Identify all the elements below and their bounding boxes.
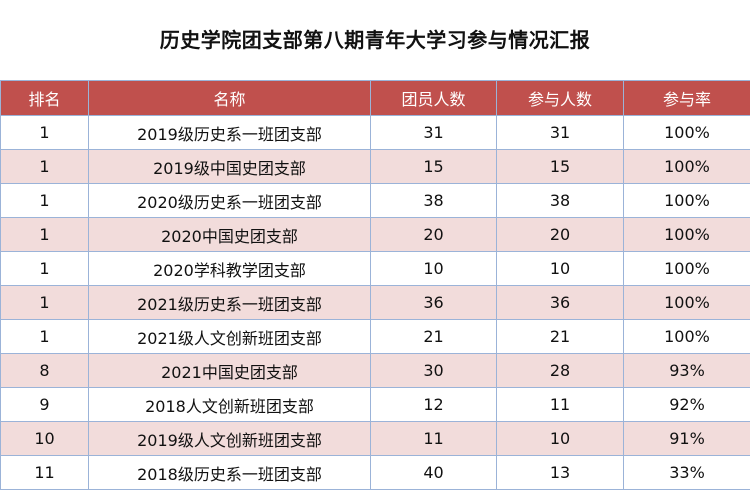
cell-name: 2021级历史系一班团支部 [89,286,371,320]
cell-rank: 8 [1,354,89,388]
cell-members: 20 [371,218,497,252]
cell-members: 40 [371,456,497,490]
cell-rate: 93% [624,354,750,388]
cell-rank: 11 [1,456,89,490]
cell-rate: 100% [624,286,750,320]
cell-participants: 15 [497,150,624,184]
cell-name: 2018人文创新班团支部 [89,388,371,422]
cell-name: 2019级中国史团支部 [89,150,371,184]
cell-participants: 10 [497,422,624,456]
cell-rank: 1 [1,286,89,320]
cell-rank: 1 [1,320,89,354]
header-members: 团员人数 [371,81,497,116]
header-participants: 参与人数 [497,81,624,116]
cell-rate: 100% [624,320,750,354]
cell-members: 38 [371,184,497,218]
cell-rank: 1 [1,116,89,150]
cell-name: 2020级历史系一班团支部 [89,184,371,218]
cell-members: 30 [371,354,497,388]
cell-members: 31 [371,116,497,150]
cell-participants: 11 [497,388,624,422]
cell-participants: 28 [497,354,624,388]
cell-rank: 1 [1,150,89,184]
cell-rate: 100% [624,116,750,150]
cell-rank: 1 [1,218,89,252]
cell-participants: 36 [497,286,624,320]
cell-participants: 31 [497,116,624,150]
report-title: 历史学院团支部第八期青年大学习参与情况汇报 [0,0,750,80]
cell-members: 12 [371,388,497,422]
cell-rank: 10 [1,422,89,456]
cell-members: 10 [371,252,497,286]
cell-name: 2019级历史系一班团支部 [89,116,371,150]
cell-rate: 100% [624,218,750,252]
cell-members: 15 [371,150,497,184]
cell-rate: 91% [624,422,750,456]
table-header-row: 排名 名称 团员人数 参与人数 参与率 [1,81,750,116]
header-rank: 排名 [1,81,89,116]
cell-participants: 13 [497,456,624,490]
header-name: 名称 [89,81,371,116]
cell-rate: 100% [624,150,750,184]
cell-rate: 33% [624,456,750,490]
cell-participants: 20 [497,218,624,252]
cell-rate: 100% [624,184,750,218]
cell-name: 2020学科教学团支部 [89,252,371,286]
cell-name: 2020中国史团支部 [89,218,371,252]
header-rate: 参与率 [624,81,750,116]
cell-rank: 9 [1,388,89,422]
cell-members: 21 [371,320,497,354]
cell-rate: 100% [624,252,750,286]
cell-rank: 1 [1,184,89,218]
cell-name: 2021级人文创新班团支部 [89,320,371,354]
cell-members: 36 [371,286,497,320]
cell-name: 2018级历史系一班团支部 [89,456,371,490]
cell-participants: 10 [497,252,624,286]
cell-participants: 21 [497,320,624,354]
cell-name: 2021中国史团支部 [89,354,371,388]
cell-rank: 1 [1,252,89,286]
cell-participants: 38 [497,184,624,218]
cell-members: 11 [371,422,497,456]
cell-rate: 92% [624,388,750,422]
cell-name: 2019级人文创新班团支部 [89,422,371,456]
